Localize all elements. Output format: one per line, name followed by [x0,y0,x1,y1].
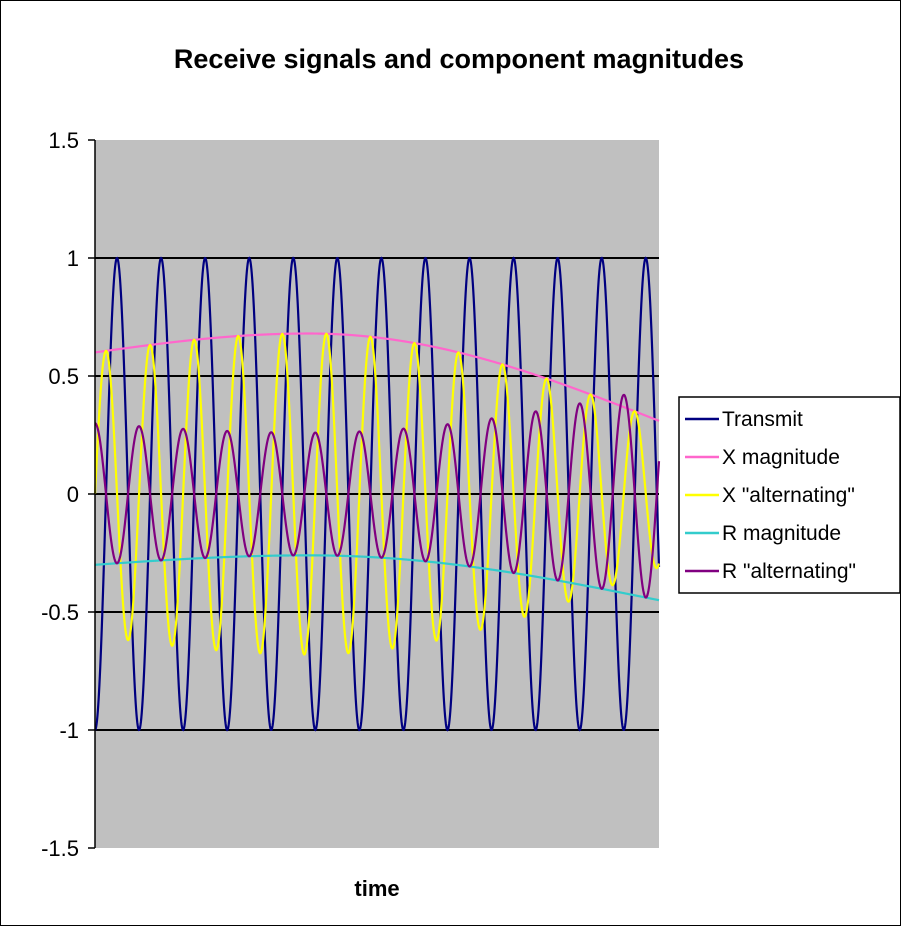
legend: Transmit X magnitude X "alternating" R magn… [678,396,900,594]
series-line-3 [94,554,660,602]
y-tick-label: 0.5 [48,364,79,389]
chart-title: Receive signals and component magnitudes [174,44,744,74]
y-tick-label: 1 [67,246,79,271]
y-tick-label: 0 [67,482,79,507]
legend-label: X "alternating" [722,484,855,507]
legend-label: Transmit [722,408,803,431]
series-line-1 [94,332,660,422]
legend-items: Transmit X magnitude X "alternating" R magn… [685,408,856,583]
series-line-2 [93,332,661,656]
y-axis: 1.5 1 0.5 0 -0.5 -1 -1.5 [41,128,96,861]
series-line-4 [94,393,661,599]
series-line-0 [94,256,661,732]
y-tick-label: 1.5 [48,128,79,153]
legend-label: X magnitude [722,446,840,469]
y-tick-label: -0.5 [41,600,79,625]
x-axis-title: time [354,876,399,901]
legend-label: R magnitude [722,522,841,545]
series-layer [93,256,661,732]
legend-label: R "alternating" [722,560,856,583]
y-tick-label: -1.5 [41,836,79,861]
y-tick-label: -1 [59,718,79,743]
